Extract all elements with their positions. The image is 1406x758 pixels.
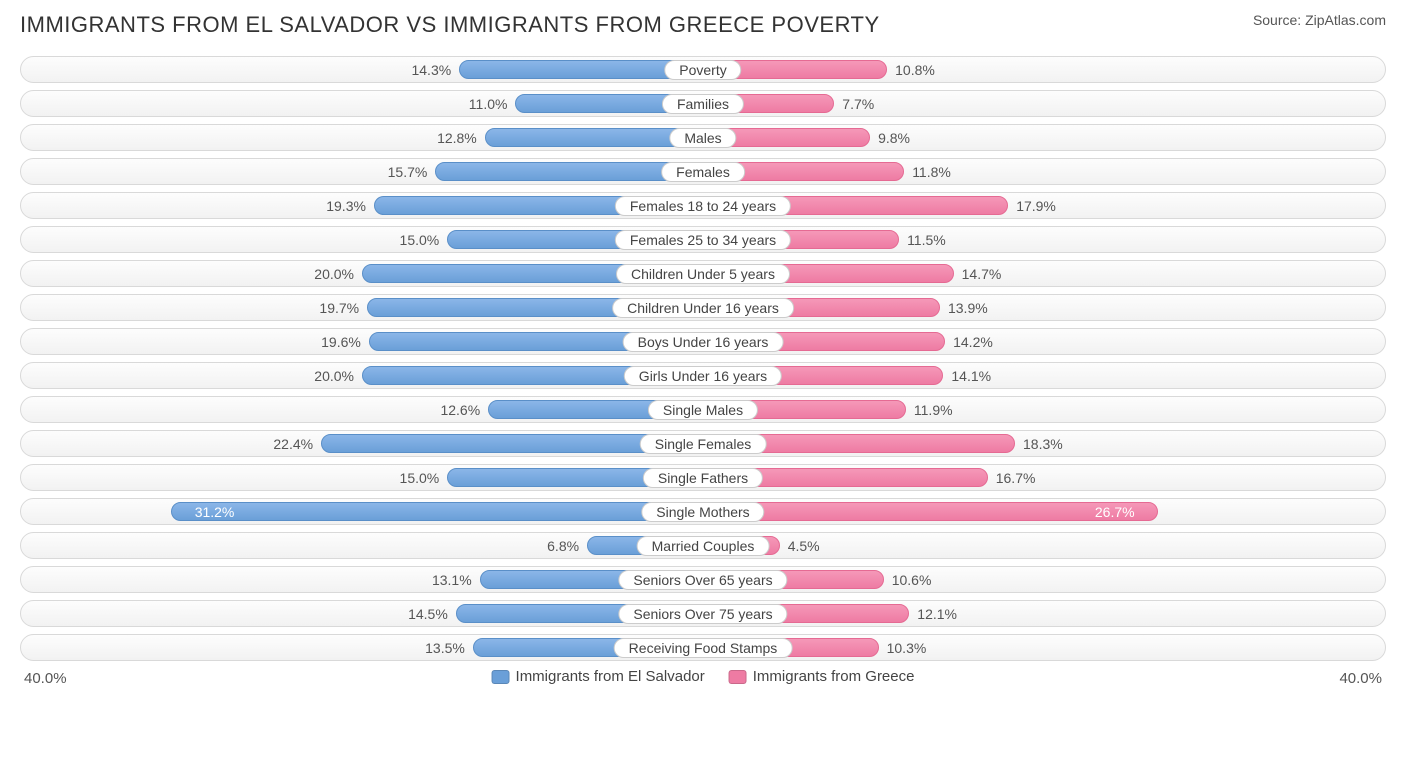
value-left: 19.7% bbox=[319, 300, 359, 316]
chart-row: 19.6% 14.2% Boys Under 16 years bbox=[20, 328, 1386, 355]
value-left: 15.0% bbox=[400, 470, 440, 486]
category-label: Females 18 to 24 years bbox=[615, 196, 791, 216]
value-left: 20.0% bbox=[314, 368, 354, 384]
chart-row: 15.0% 16.7% Single Fathers bbox=[20, 464, 1386, 491]
chart-legend: Immigrants from El Salvador Immigrants f… bbox=[492, 668, 915, 685]
value-left: 22.4% bbox=[273, 436, 313, 452]
chart-source: Source: ZipAtlas.com bbox=[1253, 12, 1386, 28]
category-label: Females bbox=[661, 162, 745, 182]
value-right: 14.7% bbox=[962, 266, 1002, 282]
chart-row: 12.8% 9.8% Males bbox=[20, 124, 1386, 151]
category-label: Children Under 16 years bbox=[612, 298, 794, 318]
category-label: Females 25 to 34 years bbox=[615, 230, 791, 250]
axis-max-left: 40.0% bbox=[24, 670, 67, 687]
chart-row: 6.8% 4.5% Married Couples bbox=[20, 532, 1386, 559]
category-label: Seniors Over 75 years bbox=[618, 604, 787, 624]
value-right: 17.9% bbox=[1016, 198, 1056, 214]
value-right: 10.6% bbox=[892, 572, 932, 588]
chart-row: 12.6% 11.9% Single Males bbox=[20, 396, 1386, 423]
value-left: 15.0% bbox=[400, 232, 440, 248]
chart-row: 14.5% 12.1% Seniors Over 75 years bbox=[20, 600, 1386, 627]
category-label: Males bbox=[669, 128, 736, 148]
chart-title: IMMIGRANTS FROM EL SALVADOR VS IMMIGRANT… bbox=[20, 12, 880, 38]
value-right: 11.5% bbox=[907, 232, 946, 248]
value-left: 19.6% bbox=[321, 334, 361, 350]
chart-row: 15.0% 11.5% Females 25 to 34 years bbox=[20, 226, 1386, 253]
category-label: Children Under 5 years bbox=[616, 264, 790, 284]
legend-swatch-left bbox=[492, 670, 510, 684]
value-left: 13.1% bbox=[432, 572, 472, 588]
chart-footer: 40.0% Immigrants from El Salvador Immigr… bbox=[20, 668, 1386, 692]
legend-label-right: Immigrants from Greece bbox=[753, 668, 915, 685]
category-label: Families bbox=[662, 94, 744, 114]
bar-right bbox=[703, 502, 1158, 521]
chart-row: 19.7% 13.9% Children Under 16 years bbox=[20, 294, 1386, 321]
value-right: 9.8% bbox=[878, 130, 910, 146]
value-left: 20.0% bbox=[314, 266, 354, 282]
value-left: 12.8% bbox=[437, 130, 477, 146]
source-name: ZipAtlas.com bbox=[1305, 12, 1386, 28]
category-label: Single Males bbox=[648, 400, 758, 420]
value-left: 12.6% bbox=[440, 402, 480, 418]
chart-header: IMMIGRANTS FROM EL SALVADOR VS IMMIGRANT… bbox=[20, 12, 1386, 38]
category-label: Poverty bbox=[664, 60, 741, 80]
value-right: 11.9% bbox=[914, 402, 953, 418]
value-left: 14.5% bbox=[408, 606, 448, 622]
category-label: Seniors Over 65 years bbox=[618, 570, 787, 590]
chart-row: 19.3% 17.9% Females 18 to 24 years bbox=[20, 192, 1386, 219]
value-right: 26.7% bbox=[1095, 504, 1145, 520]
diverging-bar-chart: 14.3% 10.8% Poverty 11.0% 7.7% Families 12.8% 9… bbox=[20, 56, 1386, 661]
value-left: 14.3% bbox=[411, 62, 451, 78]
category-label: Single Females bbox=[640, 434, 767, 454]
category-label: Married Couples bbox=[637, 536, 770, 556]
value-right: 12.1% bbox=[917, 606, 957, 622]
chart-row: 14.3% 10.8% Poverty bbox=[20, 56, 1386, 83]
chart-row: 13.5% 10.3% Receiving Food Stamps bbox=[20, 634, 1386, 661]
chart-row: 20.0% 14.1% Girls Under 16 years bbox=[20, 362, 1386, 389]
chart-row: 22.4% 18.3% Single Females bbox=[20, 430, 1386, 457]
value-left: 19.3% bbox=[326, 198, 366, 214]
value-right: 16.7% bbox=[996, 470, 1036, 486]
category-label: Receiving Food Stamps bbox=[614, 638, 793, 658]
value-left: 15.7% bbox=[388, 164, 428, 180]
chart-row: 20.0% 14.7% Children Under 5 years bbox=[20, 260, 1386, 287]
value-left: 13.5% bbox=[425, 640, 465, 656]
category-label: Single Mothers bbox=[641, 502, 764, 522]
chart-row: 15.7% 11.8% Females bbox=[20, 158, 1386, 185]
legend-item-left: Immigrants from El Salvador bbox=[492, 668, 705, 685]
source-prefix: Source: bbox=[1253, 12, 1305, 28]
legend-item-right: Immigrants from Greece bbox=[729, 668, 915, 685]
value-right: 14.2% bbox=[953, 334, 993, 350]
value-right: 11.8% bbox=[912, 164, 951, 180]
legend-label-left: Immigrants from El Salvador bbox=[516, 668, 705, 685]
value-right: 7.7% bbox=[842, 96, 874, 112]
axis-max-right: 40.0% bbox=[1339, 670, 1382, 687]
value-left: 11.0% bbox=[469, 96, 508, 112]
value-right: 13.9% bbox=[948, 300, 988, 316]
category-label: Boys Under 16 years bbox=[623, 332, 784, 352]
value-left: 6.8% bbox=[547, 538, 579, 554]
value-right: 14.1% bbox=[951, 368, 991, 384]
chart-row: 31.2% 26.7% Single Mothers bbox=[20, 498, 1386, 525]
bar-left bbox=[171, 502, 703, 521]
category-label: Single Fathers bbox=[643, 468, 763, 488]
value-left: 31.2% bbox=[185, 504, 235, 520]
chart-row: 11.0% 7.7% Families bbox=[20, 90, 1386, 117]
value-right: 4.5% bbox=[788, 538, 820, 554]
value-right: 18.3% bbox=[1023, 436, 1063, 452]
value-right: 10.3% bbox=[887, 640, 927, 656]
category-label: Girls Under 16 years bbox=[624, 366, 782, 386]
legend-swatch-right bbox=[729, 670, 747, 684]
chart-row: 13.1% 10.6% Seniors Over 65 years bbox=[20, 566, 1386, 593]
value-right: 10.8% bbox=[895, 62, 935, 78]
